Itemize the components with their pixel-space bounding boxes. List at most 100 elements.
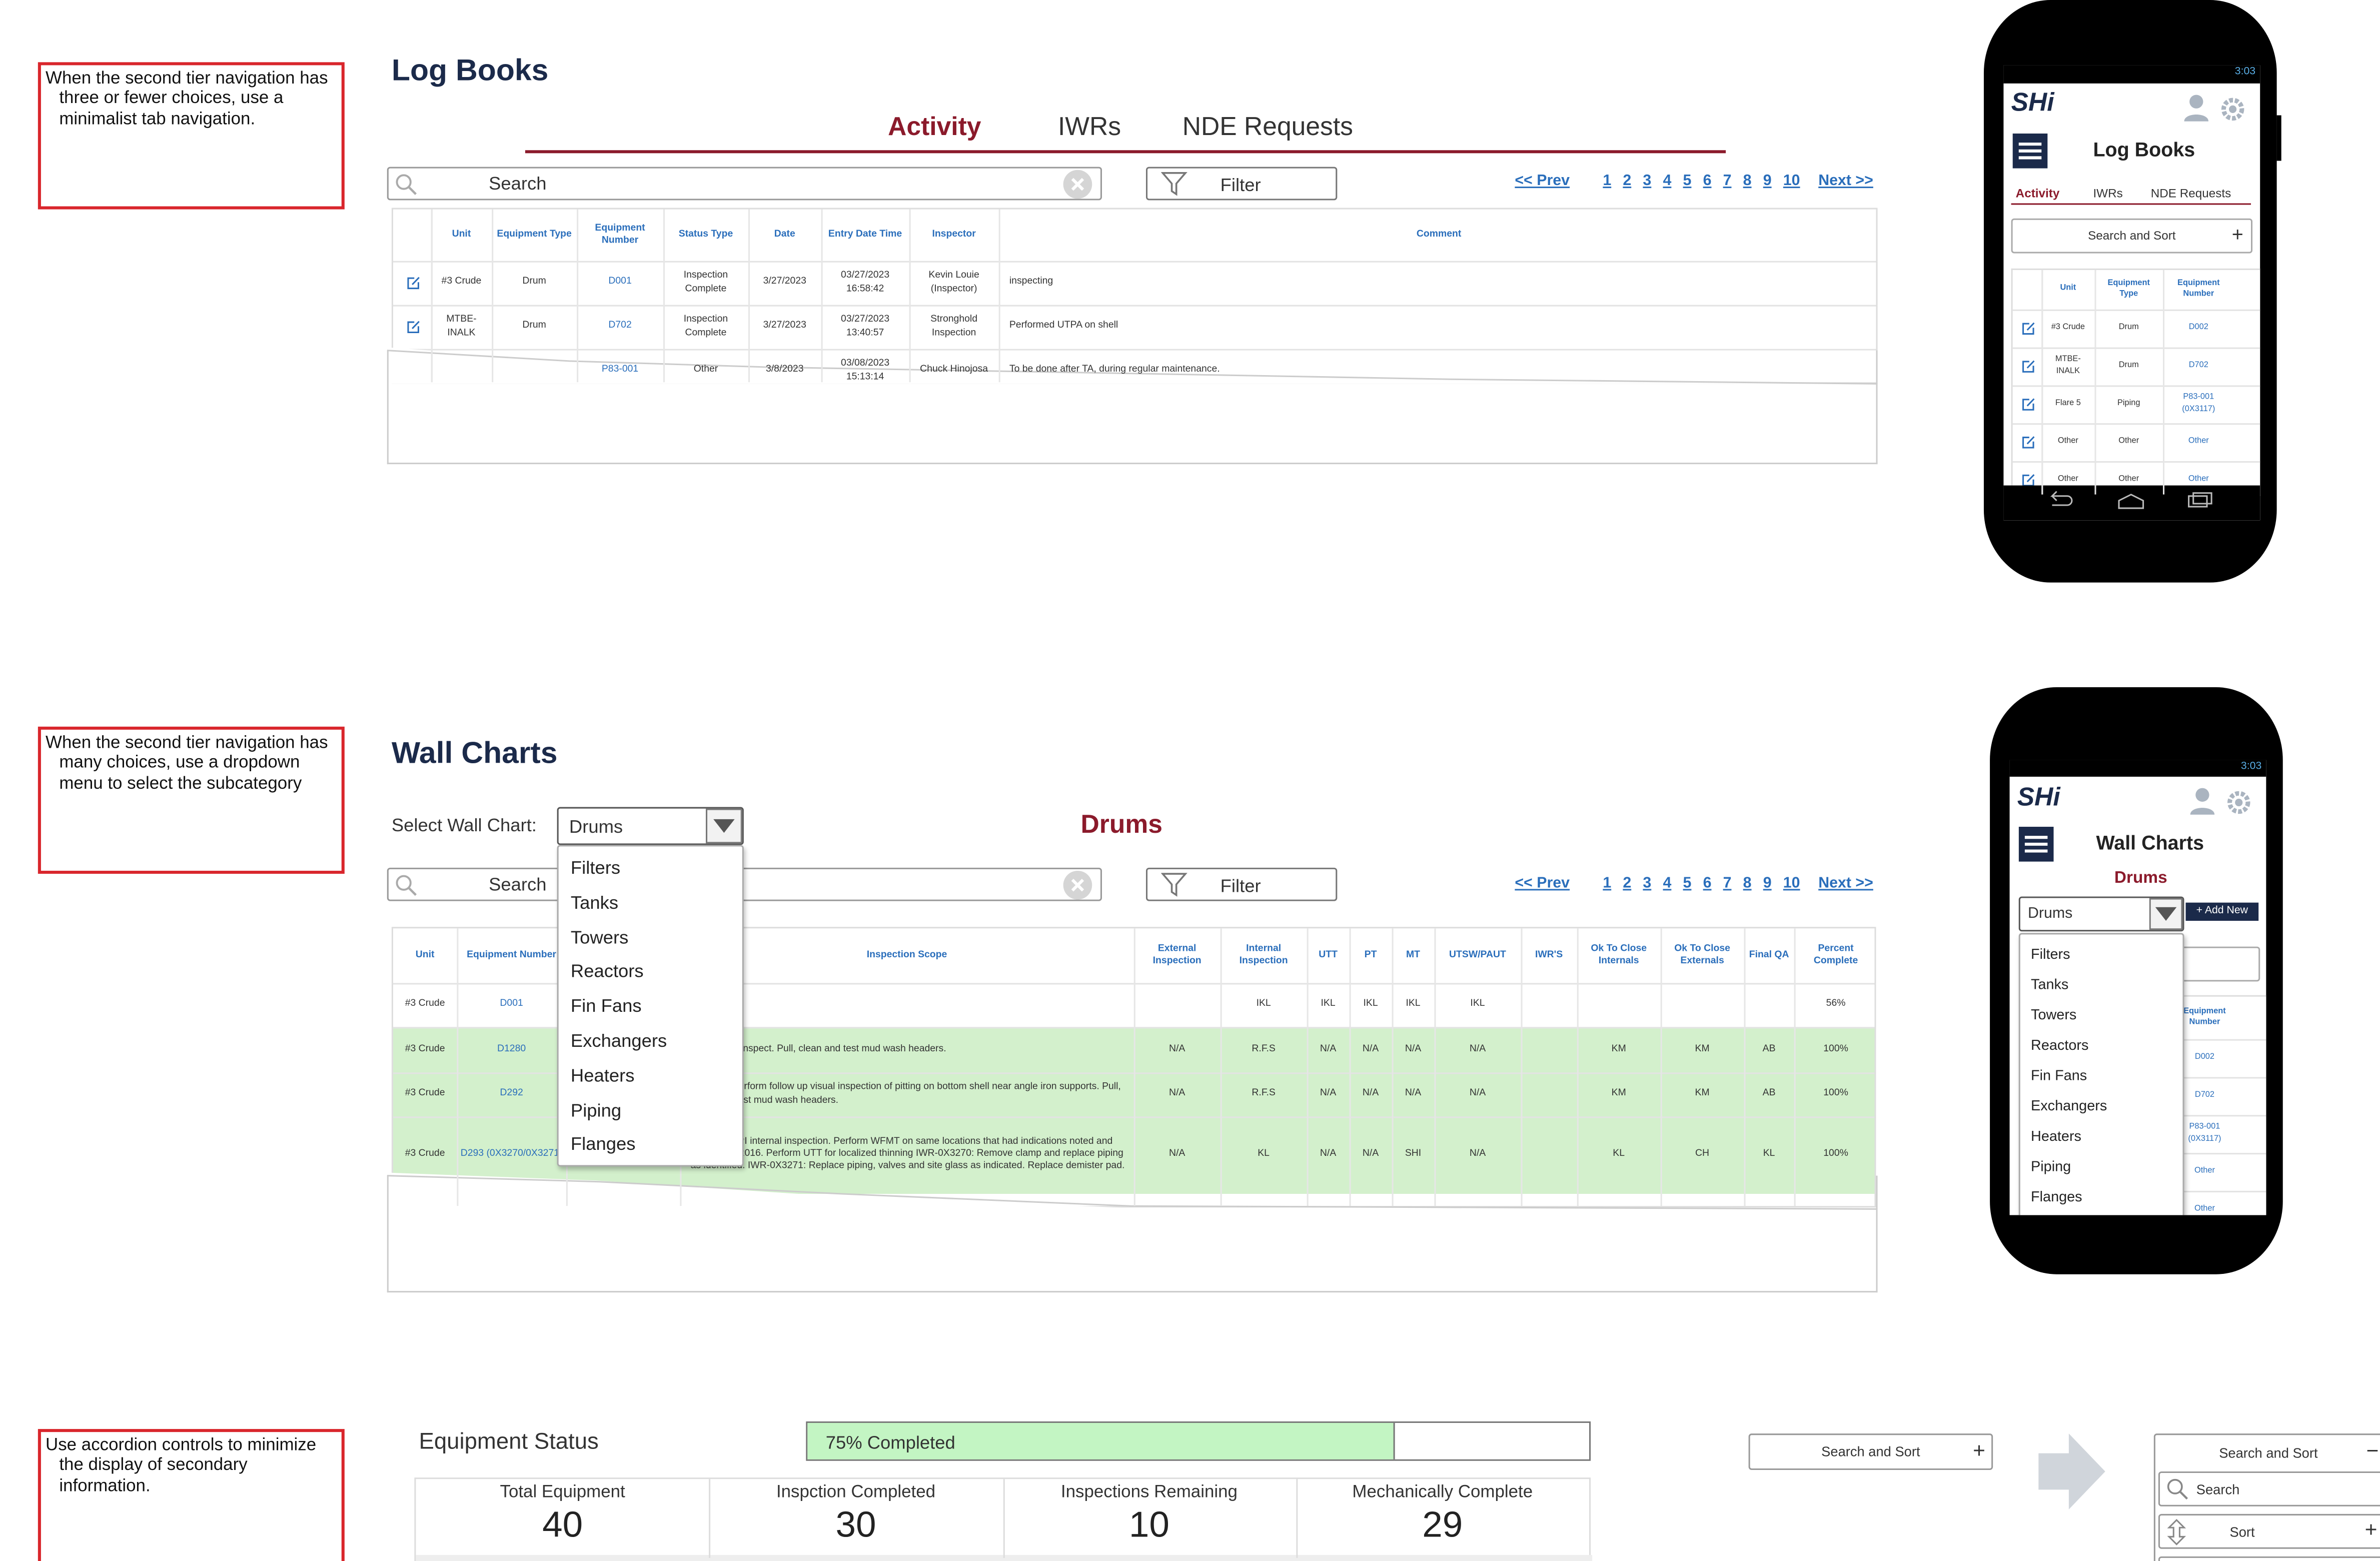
column-header[interactable]: Status Type bbox=[678, 229, 733, 240]
column-header[interactable]: Equipment Type bbox=[2107, 279, 2150, 299]
expand-toggle[interactable]: + bbox=[2231, 223, 2243, 246]
pager-prev[interactable]: << Prev bbox=[1515, 875, 1570, 892]
page-link[interactable]: 2 bbox=[1623, 875, 1632, 892]
dropdown-option[interactable]: Filters bbox=[570, 857, 621, 879]
column-header[interactable]: PT bbox=[1364, 949, 1377, 960]
dropdown-option[interactable]: Tanks bbox=[570, 891, 619, 913]
column-header[interactable]: Equipment Type bbox=[497, 229, 572, 240]
column-header[interactable]: Ok To Close Internals bbox=[1591, 943, 1647, 967]
pager-prev[interactable]: << Prev bbox=[1515, 173, 1570, 190]
table-cell[interactable]: D702 bbox=[608, 320, 632, 332]
page-link[interactable]: 3 bbox=[1643, 173, 1652, 190]
column-header[interactable]: UTT bbox=[1319, 949, 1338, 960]
edit-icon[interactable] bbox=[2021, 473, 2034, 486]
column-header[interactable]: Equipment Number bbox=[595, 222, 645, 246]
dropdown-option[interactable]: Reactors bbox=[570, 961, 644, 982]
search-box[interactable]: Search bbox=[387, 867, 1102, 903]
table-cell[interactable]: Other bbox=[2188, 475, 2209, 484]
page-link[interactable]: 4 bbox=[1663, 173, 1672, 190]
clear-icon[interactable] bbox=[1061, 869, 1094, 903]
edit-icon[interactable] bbox=[406, 319, 420, 333]
search-row[interactable]: Search bbox=[2158, 1471, 2380, 1506]
column-header[interactable]: Final QA bbox=[1749, 949, 1789, 960]
dropdown-option[interactable]: Fin Fans bbox=[2031, 1068, 2087, 1085]
dropdown-option[interactable]: Heaters bbox=[570, 1064, 635, 1086]
tab[interactable]: IWRs bbox=[2093, 187, 2123, 201]
dropdown-option[interactable]: Flanges bbox=[570, 1133, 636, 1155]
dropdown-option[interactable]: Piping bbox=[2031, 1159, 2071, 1176]
table-cell[interactable]: D702 bbox=[2194, 1090, 2214, 1100]
table-cell[interactable]: P83-001 (0X3117) bbox=[2182, 394, 2215, 414]
filter-button[interactable]: Filter bbox=[1145, 167, 1338, 201]
edit-icon[interactable] bbox=[2021, 435, 2034, 448]
column-header[interactable]: Inspector bbox=[932, 229, 976, 240]
page-link[interactable]: 5 bbox=[1683, 173, 1692, 190]
page-link[interactable]: 7 bbox=[1723, 875, 1732, 892]
column-header[interactable]: Ok To Close Externals bbox=[1674, 943, 1730, 967]
column-header[interactable]: Unit bbox=[415, 949, 435, 960]
dropdown-option[interactable]: Towers bbox=[570, 926, 629, 948]
add-new-button[interactable]: + Add New bbox=[2185, 902, 2259, 921]
sort-row[interactable]: Sort + bbox=[2158, 1513, 2380, 1549]
tab[interactable]: IWRs bbox=[1057, 112, 1121, 142]
search-sort-box[interactable] bbox=[2179, 946, 2260, 982]
dropdown-arrow[interactable] bbox=[2149, 898, 2183, 930]
page-link[interactable]: 4 bbox=[1663, 875, 1672, 892]
accordion-toggle[interactable]: + bbox=[1973, 1438, 1985, 1462]
page-link[interactable]: 9 bbox=[1763, 875, 1772, 892]
column-header[interactable]: Equipment Number bbox=[2177, 279, 2220, 299]
edit-icon[interactable] bbox=[2021, 397, 2034, 410]
dropdown-option[interactable]: Tanks bbox=[2031, 977, 2069, 994]
column-header[interactable]: Entry Date Time bbox=[828, 229, 902, 240]
column-header[interactable]: Equipment Number bbox=[467, 949, 557, 960]
dropdown-arrow[interactable] bbox=[705, 808, 742, 844]
tab-active[interactable]: Activity bbox=[2015, 187, 2060, 201]
tab[interactable]: NDE Requests bbox=[2150, 187, 2231, 201]
table-cell[interactable]: P83-001 (0X3117) bbox=[2188, 1123, 2221, 1143]
tab[interactable]: NDE Requests bbox=[1182, 112, 1353, 142]
filter-row[interactable] bbox=[2158, 1556, 2380, 1561]
page-link[interactable]: 1 bbox=[1603, 173, 1612, 190]
pager-next[interactable]: Next >> bbox=[1818, 173, 1873, 190]
header-icons[interactable] bbox=[2182, 94, 2246, 125]
clear-icon[interactable] bbox=[1061, 169, 1094, 202]
page-link[interactable]: 3 bbox=[1643, 875, 1652, 892]
page-link[interactable]: 10 bbox=[1783, 173, 1800, 190]
column-header[interactable]: UTSW/PAUT bbox=[1449, 949, 1506, 960]
table-cell[interactable]: D001 bbox=[500, 998, 523, 1009]
table-cell[interactable]: D001 bbox=[608, 277, 632, 288]
wall-chart-select[interactable]: Drums bbox=[2018, 896, 2184, 932]
column-header[interactable]: IWR'S bbox=[1535, 949, 1563, 960]
table-cell[interactable]: D1280 bbox=[497, 1043, 526, 1054]
column-header[interactable]: External Inspection bbox=[1152, 943, 1202, 967]
table-cell[interactable]: Other bbox=[2194, 1166, 2215, 1176]
menu-button[interactable] bbox=[2012, 133, 2048, 169]
filter-button[interactable]: Filter bbox=[1145, 867, 1338, 901]
table-cell[interactable]: Other bbox=[2188, 437, 2209, 446]
dropdown-option[interactable]: Piping bbox=[570, 1099, 622, 1121]
edit-icon[interactable] bbox=[406, 275, 420, 289]
page-link[interactable]: 2 bbox=[1623, 173, 1632, 190]
tab-active[interactable]: Activity bbox=[888, 112, 981, 142]
page-link[interactable]: 1 bbox=[1603, 875, 1612, 892]
table-cell[interactable]: P83-001 bbox=[601, 364, 639, 376]
page-link[interactable]: 6 bbox=[1703, 173, 1712, 190]
accordion-collapsed[interactable]: Search and Sort + bbox=[1748, 1433, 1993, 1470]
column-header[interactable]: Equipment Number bbox=[2183, 1007, 2226, 1027]
table-cell[interactable]: Other bbox=[2194, 1204, 2215, 1214]
menu-button[interactable] bbox=[2018, 826, 2054, 862]
accordion-toggle[interactable]: − bbox=[2366, 1438, 2379, 1462]
page-link[interactable]: 8 bbox=[1743, 173, 1752, 190]
column-header[interactable]: Inspection Scope bbox=[866, 949, 947, 960]
column-header[interactable]: Unit bbox=[452, 229, 471, 240]
column-header[interactable]: MT bbox=[1406, 949, 1421, 960]
dropdown-option[interactable]: Fin Fans bbox=[570, 995, 642, 1017]
wall-chart-select[interactable]: Drums bbox=[557, 807, 744, 845]
table-cell[interactable]: D702 bbox=[2188, 361, 2208, 371]
header-icons[interactable] bbox=[2189, 787, 2252, 818]
dropdown-option[interactable]: Exchangers bbox=[570, 1030, 667, 1051]
column-header[interactable]: Internal Inspection bbox=[1239, 943, 1288, 967]
dropdown-option[interactable]: Heaters bbox=[2031, 1128, 2081, 1145]
dropdown-option[interactable]: Reactors bbox=[2031, 1037, 2089, 1054]
page-link[interactable]: 10 bbox=[1783, 875, 1800, 892]
